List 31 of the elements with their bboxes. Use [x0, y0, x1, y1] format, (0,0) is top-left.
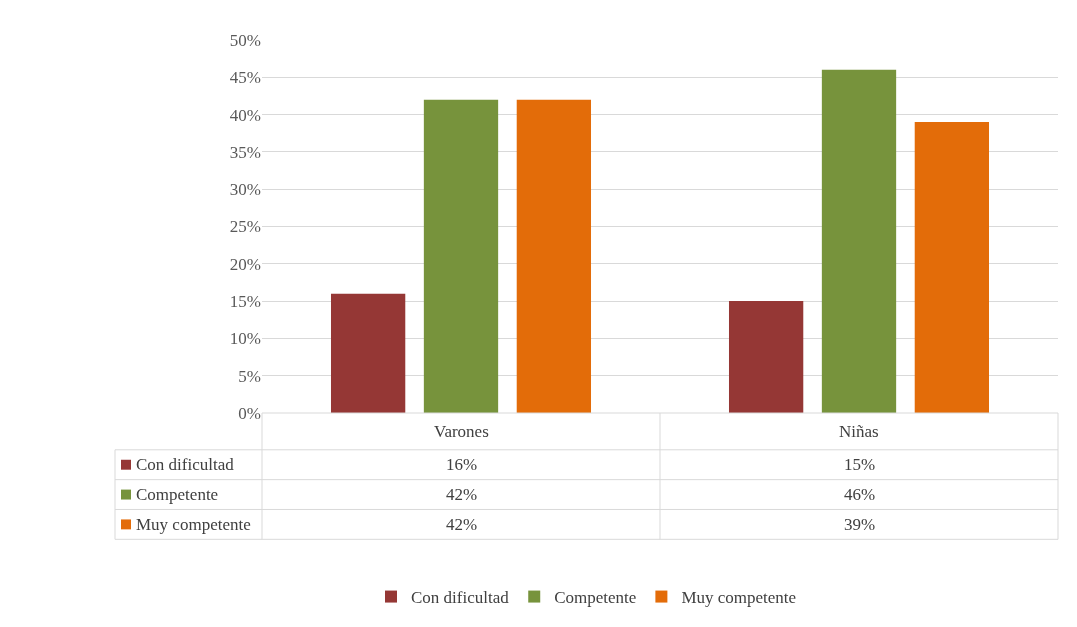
legend-label: Con dificultad: [136, 455, 235, 474]
legend-label: Competente: [554, 588, 637, 608]
y-tick-label: 45%: [229, 68, 261, 88]
x-tick-label: Varones: [434, 422, 489, 441]
data-label: 39%: [844, 515, 876, 534]
bar: [423, 99, 499, 413]
y-tick-label: 50%: [229, 30, 261, 50]
text: Muy competente: [136, 515, 251, 534]
y-tick-label: 5%: [238, 366, 261, 386]
bar: [330, 293, 406, 413]
legend-label: Muy competente: [681, 588, 797, 608]
y-tick-label: 10%: [229, 329, 261, 349]
y-tick-label: 15%: [229, 292, 261, 312]
bar: [914, 122, 990, 413]
y-tick-label: 20%: [229, 254, 261, 274]
data-label: 42%: [446, 515, 478, 534]
data-label: 46%: [844, 485, 876, 504]
data-label: 42%: [446, 485, 478, 504]
bar: [821, 69, 897, 413]
x-tick-label: Niñas: [839, 422, 879, 441]
y-tick-label: 25%: [229, 217, 261, 237]
data-label: 16%: [446, 455, 478, 474]
text: Con dificultad: [411, 588, 509, 608]
y-tick-label: 40%: [229, 105, 261, 125]
y-tick-label: 35%: [229, 142, 261, 162]
text: Competente: [136, 485, 219, 504]
bar: [516, 99, 592, 413]
y-tick-label: 30%: [229, 180, 261, 200]
y-tick-label: 0%: [238, 403, 261, 423]
bar: [728, 301, 804, 413]
data-label: 15%: [844, 455, 876, 474]
